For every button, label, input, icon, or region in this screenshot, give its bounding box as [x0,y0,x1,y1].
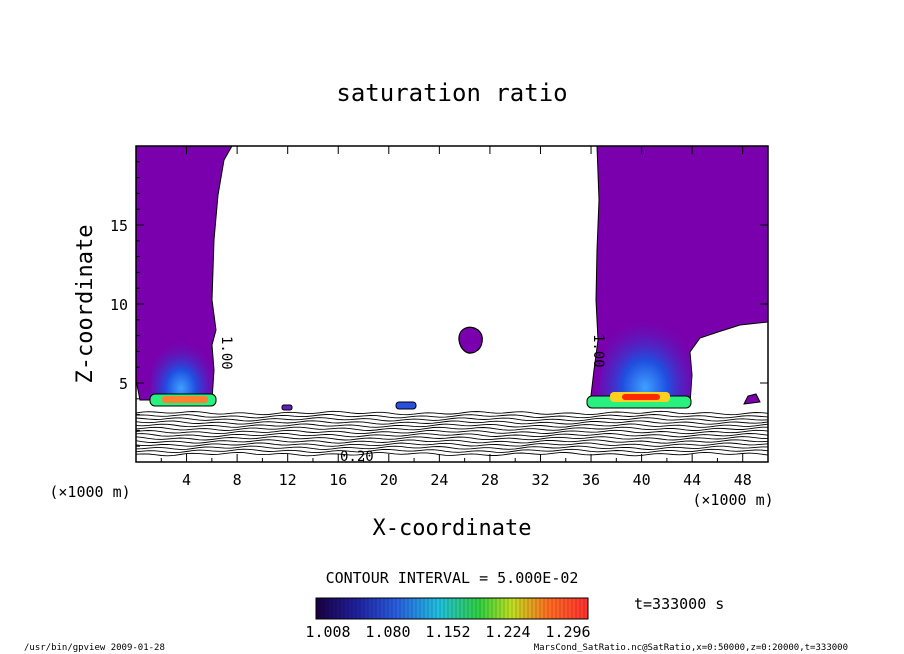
colorbar-label: 1.152 [425,623,470,641]
x-tick-label: 12 [279,471,297,489]
contour-label-right: 1.00 [590,334,606,368]
contour-line [136,426,768,431]
y-axis: 5 10 15 [110,161,768,447]
right-plume-core [598,292,692,404]
isolated-blob [458,326,483,354]
small-cloud-right [743,393,761,405]
plot-area [136,146,768,457]
left-peak-core [162,396,208,403]
colorbar-label: 1.008 [305,623,350,641]
contour-line [136,432,768,438]
x-tick-label: 16 [329,471,347,489]
x-tick-label: 48 [734,471,752,489]
mid-small-patch [395,401,417,410]
footer-right: MarsCond_SatRatio.nc@SatRatio,x=0:50000,… [534,643,848,653]
left-small-patch [281,404,293,411]
chart-title: saturation ratio [336,79,567,107]
colorbar-labels: 1.008 1.080 1.152 1.224 1.296 [305,623,590,641]
contour-line [136,439,768,444]
contour-line [136,420,768,425]
contour-line [136,448,768,454]
contour-line [136,414,768,419]
x-tick-label: 8 [233,471,242,489]
y-unit-label: (×1000 m) [49,483,130,501]
x-axis: 4 8 12 16 20 24 28 32 36 40 44 48 [160,146,752,489]
colorbar-label: 1.080 [365,623,410,641]
contour-label-left: 1.00 [218,336,234,370]
x-tick-label: 4 [182,471,191,489]
contour-line [136,451,768,457]
colorbar-label: 1.224 [485,623,530,641]
footer-left: /usr/bin/gpview 2009-01-28 [24,643,165,653]
y-axis-label: Z-coordinate [73,225,98,384]
x-axis-label: X-coordinate [373,516,532,541]
contour-line [136,410,768,416]
contour-line [136,436,768,441]
y-tick-label: 10 [110,296,128,314]
contour-label-bottom: 0.20 [340,449,374,465]
colorbar-stripes [315,598,589,619]
y-tick-label: 5 [119,375,128,393]
contour-line [136,423,768,428]
x-tick-label: 32 [531,471,549,489]
contour-line [136,445,768,450]
y-tick-label: 15 [110,217,128,235]
contour-line [136,429,768,435]
contour-line [136,442,768,447]
contour-line [136,417,768,422]
x-tick-label: 36 [582,471,600,489]
time-label: t=333000 s [634,595,724,613]
x-tick-label: 44 [683,471,701,489]
surface-contours [136,410,768,457]
colorbar-label: 1.296 [545,623,590,641]
contour-interval: CONTOUR INTERVAL = 5.000E-02 [326,569,579,587]
right-peak-hot [622,394,660,400]
x-tick-label: 24 [430,471,448,489]
left-plume-core [150,322,212,400]
x-tick-label: 28 [481,471,499,489]
x-tick-label: 40 [633,471,651,489]
x-unit-label: (×1000 m) [692,491,773,509]
x-tick-label: 20 [380,471,398,489]
